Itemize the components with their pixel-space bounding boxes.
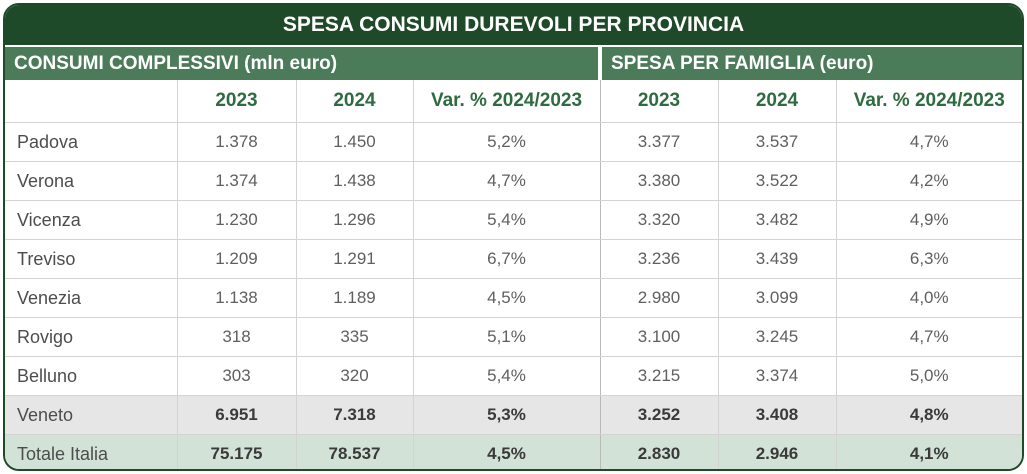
table-row: Treviso 1.209 1.291 6,7% 3.236 3.439 6,3…: [5, 239, 1022, 279]
consumi-2023-cell: 1.378: [176, 122, 297, 162]
province-label: Padova: [5, 122, 178, 162]
famiglia-2024-cell: 3.522: [717, 161, 837, 201]
famiglia-2023-cell: 3.252: [599, 395, 719, 435]
table-row: Vicenza 1.230 1.296 5,4% 3.320 3.482 4,9…: [5, 200, 1022, 240]
consumi-var-cell: 5,3%: [412, 395, 601, 435]
famiglia-2024-cell: 3.537: [717, 122, 837, 162]
consumi-var-cell: 4,5%: [412, 278, 601, 318]
famiglia-var-header: Var. % 2024/2023: [835, 80, 1022, 123]
province-label: Verona: [5, 161, 178, 201]
consumi-2024-cell: 1.189: [295, 278, 414, 318]
famiglia-var-cell: 5,0%: [835, 356, 1022, 396]
famiglia-2024-cell: 2.946: [717, 434, 837, 469]
consumi-2023-cell: 318: [176, 317, 297, 357]
consumi-2023-cell: 6.951: [176, 395, 297, 435]
famiglia-2023-cell: 3.215: [599, 356, 719, 396]
province-label: Vicenza: [5, 200, 178, 240]
famiglia-2023-cell: 3.320: [599, 200, 719, 240]
famiglia-2024-cell: 3.245: [717, 317, 837, 357]
consumi-2023-cell: 1.138: [176, 278, 297, 318]
consumi-2024-cell: 1.438: [295, 161, 414, 201]
consumi-var-cell: 4,5%: [412, 434, 601, 469]
province-label: Belluno: [5, 356, 178, 396]
consumi-2024-cell: 335: [295, 317, 414, 357]
consumi-2024-cell: 7.318: [295, 395, 414, 435]
consumi-var-cell: 5,4%: [412, 356, 601, 396]
famiglia-2023-header: 2023: [599, 80, 719, 123]
group-consumi-complessivi: CONSUMI COMPLESSIVI (mln euro): [5, 47, 598, 80]
famiglia-var-cell: 4,0%: [835, 278, 1022, 318]
table-title: SPESA CONSUMI DUREVOLI PER PROVINCIA: [5, 5, 1022, 45]
province-label: Rovigo: [5, 317, 178, 357]
province-label: Treviso: [5, 239, 178, 279]
consumi-2024-cell: 1.291: [295, 239, 414, 279]
consumi-var-cell: 5,4%: [412, 200, 601, 240]
famiglia-2023-cell: 3.377: [599, 122, 719, 162]
consumi-2023-cell: 1.374: [176, 161, 297, 201]
famiglia-var-cell: 4,2%: [835, 161, 1022, 201]
table-row: Padova 1.378 1.450 5,2% 3.377 3.537 4,7%: [5, 122, 1022, 162]
famiglia-2023-cell: 3.380: [599, 161, 719, 201]
famiglia-2024-cell: 3.099: [717, 278, 837, 318]
famiglia-2024-cell: 3.408: [717, 395, 837, 435]
consumi-var-cell: 6,7%: [412, 239, 601, 279]
consumi-2023-cell: 75.175: [176, 434, 297, 469]
column-header-row: 2023 2024 Var. % 2024/2023 2023 2024 Var…: [5, 80, 1022, 123]
famiglia-var-cell: 4,8%: [835, 395, 1022, 435]
consumi-2024-cell: 320: [295, 356, 414, 396]
country-label: Totale Italia: [5, 434, 178, 469]
consumi-2023-cell: 1.230: [176, 200, 297, 240]
famiglia-var-cell: 4,7%: [835, 122, 1022, 162]
famiglia-var-cell: 6,3%: [835, 239, 1022, 279]
group-spesa-per-famiglia: SPESA PER FAMIGLIA (euro): [602, 47, 1022, 80]
regional-total-row: Veneto 6.951 7.318 5,3% 3.252 3.408 4,8%: [5, 395, 1022, 435]
famiglia-var-cell: 4,7%: [835, 317, 1022, 357]
famiglia-2023-cell: 3.236: [599, 239, 719, 279]
consumi-2024-cell: 1.450: [295, 122, 414, 162]
famiglia-2024-cell: 3.374: [717, 356, 837, 396]
consumi-2023-header: 2023: [176, 80, 297, 123]
national-total-row: Totale Italia 75.175 78.537 4,5% 2.830 2…: [5, 434, 1022, 469]
table-frame: SPESA CONSUMI DUREVOLI PER PROVINCIA CON…: [3, 3, 1024, 471]
consumi-var-header: Var. % 2024/2023: [412, 80, 601, 123]
consumi-var-cell: 5,1%: [412, 317, 601, 357]
consumi-var-cell: 4,7%: [412, 161, 601, 201]
famiglia-2024-cell: 3.482: [717, 200, 837, 240]
consumi-var-cell: 5,2%: [412, 122, 601, 162]
consumi-2023-cell: 1.209: [176, 239, 297, 279]
table-row: Verona 1.374 1.438 4,7% 3.380 3.522 4,2%: [5, 161, 1022, 201]
data-table: 2023 2024 Var. % 2024/2023 2023 2024 Var…: [5, 80, 1022, 469]
column-group-header: CONSUMI COMPLESSIVI (mln euro) SPESA PER…: [5, 47, 1022, 80]
famiglia-2024-header: 2024: [717, 80, 837, 123]
famiglia-2024-cell: 3.439: [717, 239, 837, 279]
province-label: Venezia: [5, 278, 178, 318]
famiglia-2023-cell: 2.830: [599, 434, 719, 469]
consumi-2024-cell: 1.296: [295, 200, 414, 240]
empty-header-cell: [5, 80, 178, 123]
table-row: Venezia 1.138 1.189 4,5% 2.980 3.099 4,0…: [5, 278, 1022, 318]
region-label: Veneto: [5, 395, 178, 435]
table-row: Belluno 303 320 5,4% 3.215 3.374 5,0%: [5, 356, 1022, 396]
consumi-2024-cell: 78.537: [295, 434, 414, 469]
famiglia-var-cell: 4,1%: [835, 434, 1022, 469]
consumi-2023-cell: 303: [176, 356, 297, 396]
table-row: Rovigo 318 335 5,1% 3.100 3.245 4,7%: [5, 317, 1022, 357]
famiglia-2023-cell: 3.100: [599, 317, 719, 357]
consumi-2024-header: 2024: [295, 80, 414, 123]
famiglia-var-cell: 4,9%: [835, 200, 1022, 240]
famiglia-2023-cell: 2.980: [599, 278, 719, 318]
